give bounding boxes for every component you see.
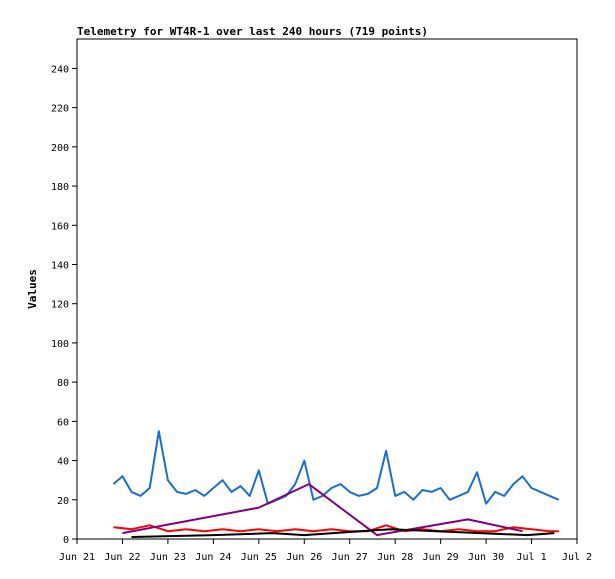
x-tick-label: Jun 29	[423, 552, 459, 563]
y-tick-label: 80	[57, 378, 69, 389]
y-tick-label: 40	[57, 457, 69, 468]
series-line	[122, 483, 523, 537]
series-line	[112, 430, 560, 505]
y-tick-label: 20	[57, 496, 69, 507]
y-tick-label: 220	[51, 104, 69, 115]
y-axis: 0 20 40 60 80 100 120 140 160 180 200 220 240	[51, 64, 77, 546]
x-tick-label: Jul 1	[516, 552, 546, 563]
y-tick-label: 140	[51, 260, 69, 271]
x-tick-label: Jun 23	[150, 552, 186, 563]
x-tick-label: Jun 22	[104, 552, 140, 563]
y-tick-label: 0	[63, 535, 69, 546]
series-layer	[112, 430, 560, 538]
series-line	[131, 528, 555, 538]
y-tick-label: 200	[51, 143, 69, 154]
y-tick-label: 60	[57, 417, 69, 428]
y-tick-label: 160	[51, 221, 69, 232]
x-tick-label: Jul 2	[562, 552, 592, 563]
y-tick-label: 180	[51, 182, 69, 193]
x-tick-label: Jun 28	[377, 552, 413, 563]
y-axis-label: Values	[26, 269, 39, 309]
x-tick-label: Jun 26	[286, 552, 322, 563]
x-tick-label: Jun 21	[59, 552, 95, 563]
x-tick-label: Jun 25	[241, 552, 277, 563]
x-tick-label: Jun 24	[195, 552, 231, 563]
x-tick-label: Jun 30	[468, 552, 504, 563]
chart-title: Telemetry for WT4R-1 over last 240 hours…	[77, 25, 428, 38]
y-tick-label: 240	[51, 64, 69, 75]
y-tick-label: 100	[51, 339, 69, 350]
plot-frame	[76, 38, 578, 540]
series-line	[113, 524, 559, 533]
x-axis: Jun 21 Jun 22 Jun 23 Jun 24 Jun 25 Jun 26 Jun …	[59, 539, 592, 563]
x-tick-label: Jun 27	[332, 552, 368, 563]
y-tick-label: 120	[51, 300, 69, 311]
